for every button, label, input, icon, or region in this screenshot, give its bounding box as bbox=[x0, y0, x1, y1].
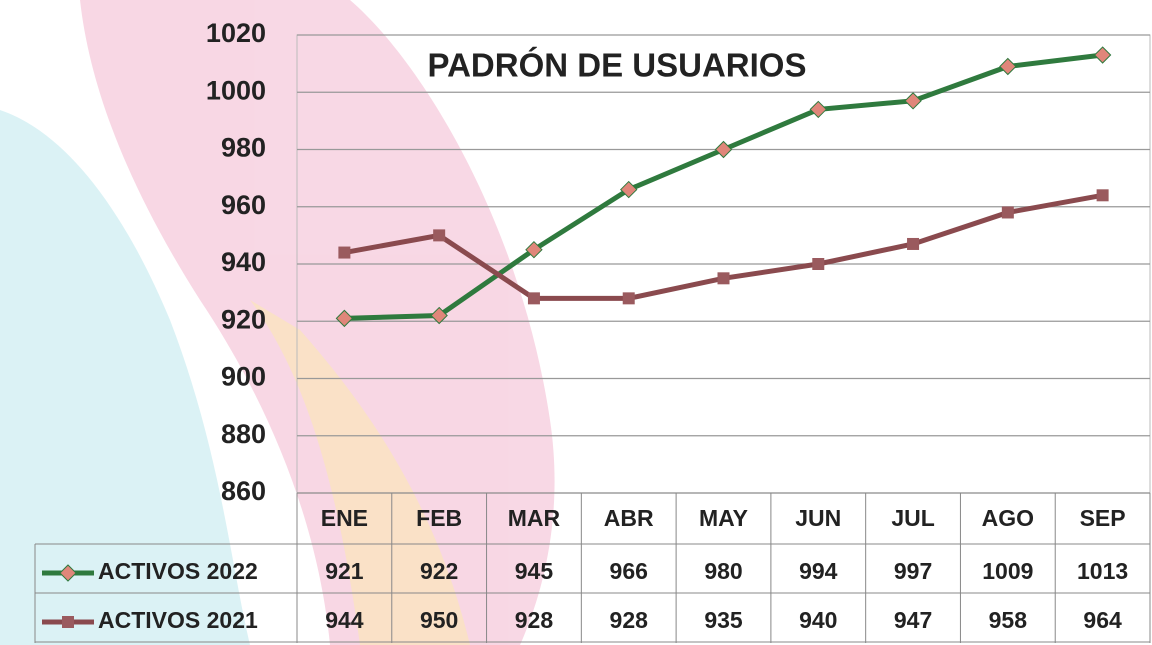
table-value: 940 bbox=[799, 607, 837, 633]
table-value: 928 bbox=[610, 607, 649, 633]
x-tick-label: JUL bbox=[891, 505, 934, 531]
table-value: 1013 bbox=[1077, 558, 1128, 584]
legend-marker bbox=[62, 616, 74, 628]
x-tick-label: ENE bbox=[321, 505, 368, 531]
x-tick-label: SEP bbox=[1080, 505, 1126, 531]
marker bbox=[812, 258, 824, 270]
table-value: 1009 bbox=[982, 558, 1033, 584]
table-value: 964 bbox=[1083, 607, 1122, 633]
marker bbox=[433, 229, 445, 241]
table-value: 944 bbox=[325, 607, 364, 633]
marker bbox=[528, 292, 540, 304]
chart: PADRÓN DE USUARIOS 860 880 900 920 940 960 980… bbox=[0, 0, 1152, 645]
y-tick-label: 980 bbox=[221, 133, 266, 163]
table-value: 950 bbox=[420, 607, 458, 633]
y-tick-label: 860 bbox=[221, 476, 266, 506]
chart-title: PADRÓN DE USUARIOS bbox=[428, 47, 807, 84]
marker bbox=[623, 292, 635, 304]
marker bbox=[338, 247, 350, 259]
table-value: 935 bbox=[704, 607, 743, 633]
x-tick-label: MAR bbox=[508, 505, 561, 531]
y-tick-label: 900 bbox=[221, 362, 266, 392]
table-value: 922 bbox=[420, 558, 458, 584]
y-tick-label: 920 bbox=[221, 304, 266, 334]
table-value: 947 bbox=[894, 607, 932, 633]
table-value: 997 bbox=[894, 558, 932, 584]
table-value: 994 bbox=[799, 558, 838, 584]
marker bbox=[1002, 206, 1014, 218]
table-value: 921 bbox=[325, 558, 364, 584]
table-value: 928 bbox=[515, 607, 554, 633]
table-value: 966 bbox=[610, 558, 648, 584]
x-tick-label: FEB bbox=[416, 505, 462, 531]
marker bbox=[810, 101, 826, 117]
marker bbox=[718, 272, 730, 284]
y-tick-label: 960 bbox=[221, 190, 266, 220]
x-tick-label: MAY bbox=[699, 505, 748, 531]
x-tick-label: ABR bbox=[604, 505, 654, 531]
x-tick-label: AGO bbox=[982, 505, 1034, 531]
marker bbox=[1000, 58, 1016, 74]
x-tick-label: JUN bbox=[795, 505, 841, 531]
table-value: 958 bbox=[989, 607, 1028, 633]
background-decoration bbox=[0, 0, 555, 645]
table-value: 945 bbox=[515, 558, 554, 584]
marker bbox=[907, 238, 919, 250]
marker bbox=[905, 93, 921, 109]
y-tick-label: 880 bbox=[221, 419, 266, 449]
table-value: 980 bbox=[704, 558, 742, 584]
marker bbox=[1095, 47, 1111, 63]
y-tick-label: 940 bbox=[221, 247, 266, 277]
y-tick-label: 1000 bbox=[206, 75, 266, 105]
marker bbox=[1097, 189, 1109, 201]
legend-label: ACTIVOS 2021 bbox=[98, 607, 258, 633]
legend-label: ACTIVOS 2022 bbox=[98, 558, 258, 584]
marker bbox=[716, 142, 732, 158]
y-tick-label: 1020 bbox=[206, 18, 266, 48]
